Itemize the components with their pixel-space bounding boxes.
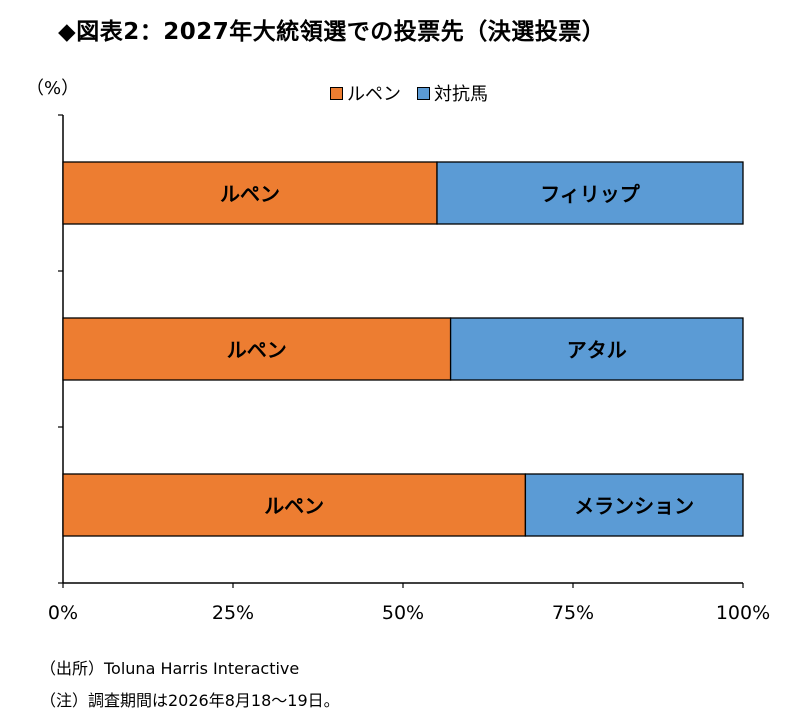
legend: ルペン 対抗馬: [330, 80, 504, 106]
x-tick-label: 100%: [716, 602, 770, 624]
bar-label-opponent: アタル: [567, 338, 627, 362]
bar-label-le-pen: ルペン: [264, 494, 324, 518]
bar-segment-le-pen: [62, 317, 452, 381]
bar-segment-le-pen: [62, 161, 438, 225]
legend-swatch-opponent: [417, 86, 430, 100]
bar-label-le-pen: ルペン: [227, 338, 287, 362]
x-tick-label: 50%: [382, 602, 424, 624]
source-note: （出所）Toluna Harris Interactive: [40, 659, 300, 678]
x-tick-label: 0%: [48, 602, 78, 624]
bar-segment-opponent: [449, 317, 744, 381]
legend-swatch-le-pen: [330, 86, 343, 100]
x-tick-label: 75%: [552, 602, 594, 624]
legend-item-le-pen: ルペン: [330, 80, 401, 106]
chart-title: ◆図表2：2027年大統領選での投票先（決選投票）: [58, 19, 606, 45]
legend-item-opponent: 対抗馬: [417, 80, 488, 106]
legend-label-le-pen: ルペン: [347, 84, 401, 105]
survey-note: （注）調査期間は2026年8月18〜19日。: [40, 691, 340, 710]
bar-segment-opponent: [436, 161, 744, 225]
bar-label-le-pen: ルペン: [220, 182, 280, 206]
unit-label: （%）: [26, 78, 80, 99]
legend-label-opponent: 対抗馬: [434, 84, 488, 105]
x-tick-label: 25%: [212, 602, 254, 624]
bar-segment-opponent: [524, 473, 744, 537]
bar-label-opponent: フィリップ: [540, 182, 641, 206]
bar-label-opponent: メランション: [574, 494, 694, 518]
